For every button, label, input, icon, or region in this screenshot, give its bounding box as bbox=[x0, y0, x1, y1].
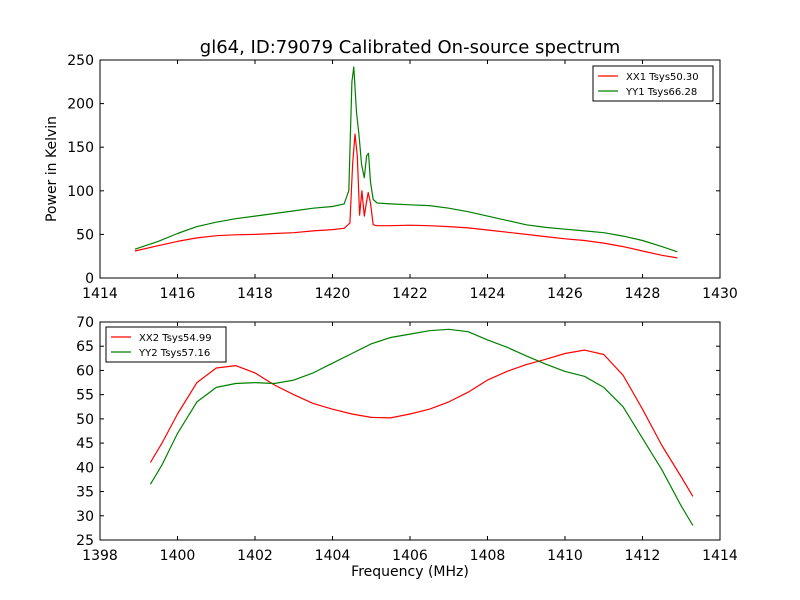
x-axis-label: Frequency (MHz) bbox=[351, 564, 469, 580]
x-tick-label: 1422 bbox=[392, 286, 428, 302]
x-tick-label: 1410 bbox=[547, 548, 583, 564]
y-tick-label: 50 bbox=[76, 412, 94, 428]
x-tick-label: 1402 bbox=[237, 548, 273, 564]
y-tick-label: 0 bbox=[85, 271, 94, 287]
figure-title: gl64, ID:79079 Calibrated On-source spec… bbox=[200, 37, 620, 58]
y-tick-label: 60 bbox=[76, 363, 94, 379]
x-tick-label: 1414 bbox=[702, 548, 738, 564]
x-tick-label: 1408 bbox=[470, 548, 506, 564]
bottom-spectrum-panel: 1398 1400 1402 1404 1406 1408 1410 1412 1414 25 30… bbox=[76, 315, 738, 580]
x-tick-label: 1424 bbox=[470, 286, 506, 302]
x-tick-label: 1414 bbox=[82, 286, 118, 302]
x-tick-label: 1420 bbox=[315, 286, 351, 302]
series-line-green bbox=[149, 328, 694, 526]
x-tick-label: 1430 bbox=[702, 286, 738, 302]
top-spectrum-panel: 1414 1416 1418 1420 1422 1424 1426 1428 1430 0 50 1… bbox=[44, 53, 738, 302]
x-tick-label: 1400 bbox=[160, 548, 196, 564]
y-tick-label: 150 bbox=[67, 140, 94, 156]
y-tick-label: 50 bbox=[76, 227, 94, 243]
legend-box bbox=[105, 326, 227, 363]
x-tick-label: 1404 bbox=[315, 548, 351, 564]
x-tick-label: 1416 bbox=[160, 286, 196, 302]
y-tick-label: 100 bbox=[67, 184, 94, 200]
y-tick-label: 45 bbox=[76, 436, 94, 452]
legend-label: YY1 Tsys66.28 bbox=[625, 87, 697, 98]
x-tick-label: 1428 bbox=[625, 286, 661, 302]
legend-label: XX2 Tsys54.99 bbox=[139, 333, 212, 344]
legend-label: XX1 Tsys50.30 bbox=[626, 72, 699, 83]
y-tick-label: 55 bbox=[76, 388, 94, 404]
legend-label: YY2 Tsys57.16 bbox=[138, 348, 210, 359]
series-line-red bbox=[149, 349, 694, 497]
y-tick-label: 25 bbox=[76, 533, 94, 549]
x-tick-label: 1398 bbox=[82, 548, 118, 564]
x-tick-label: 1406 bbox=[392, 548, 428, 564]
x-tick-label: 1418 bbox=[237, 286, 273, 302]
y-tick-label: 200 bbox=[67, 97, 94, 113]
x-tick-label: 1426 bbox=[547, 286, 583, 302]
y-tick-label: 70 bbox=[76, 315, 94, 331]
y-tick-label: 65 bbox=[76, 339, 94, 355]
y-tick-label: 35 bbox=[76, 485, 94, 501]
y-tick-label: 40 bbox=[76, 460, 94, 476]
y-tick-label: 250 bbox=[67, 53, 94, 69]
x-tick-label: 1412 bbox=[625, 548, 661, 564]
y-axis-label: Power in Kelvin bbox=[44, 116, 60, 222]
y-tick-label: 30 bbox=[76, 509, 94, 525]
series-line-red bbox=[134, 133, 678, 259]
legend-box bbox=[592, 65, 714, 102]
series-line-green bbox=[134, 66, 678, 253]
